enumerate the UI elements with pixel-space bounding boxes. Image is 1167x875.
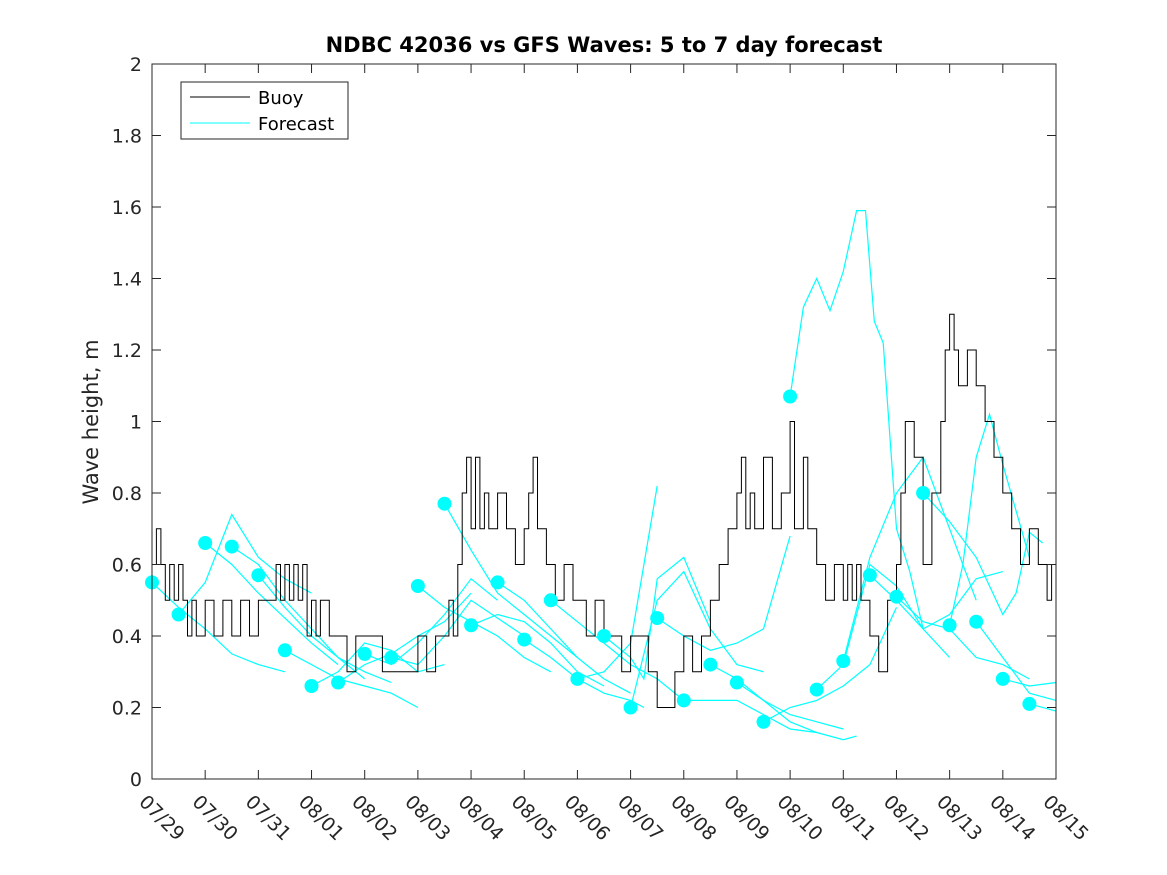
forecast-start-marker-3: [198, 536, 213, 550]
forecast-line-16: [550, 599, 685, 701]
forecast-start-marker-18: [597, 629, 611, 643]
y-tick-label: 1.2: [112, 340, 142, 362]
forecast-line-31: [949, 412, 1030, 626]
forecast-start-marker-16: [543, 593, 558, 608]
forecast-line-3: [204, 542, 339, 666]
forecast-start-marker-22: [703, 657, 718, 672]
y-axis-label: Wave height, m: [79, 339, 103, 504]
forecast-start-marker-34: [1022, 696, 1037, 711]
forecast-start-marker-11: [410, 579, 425, 593]
forecast-line-4: [231, 546, 366, 680]
forecast-start-marker-24: [756, 714, 771, 729]
forecast-start-marker-32: [969, 614, 984, 629]
forecast-start-marker-5: [251, 568, 266, 583]
forecast-start-marker-19: [623, 700, 638, 715]
forecast-start-marker-15: [517, 632, 532, 647]
forecast-start-marker-13: [464, 618, 479, 633]
y-tick-label: 1.4: [112, 269, 142, 291]
y-tick-label: 0.2: [112, 698, 142, 720]
forecast-start-marker-25: [783, 389, 798, 404]
forecast-line-20: [656, 535, 791, 651]
legend-buoy-label: Buoy: [258, 88, 304, 109]
forecast-start-marker-4: [224, 539, 239, 554]
y-tick-label: 0.6: [112, 555, 142, 577]
forecast-line-24: [763, 607, 898, 723]
forecast-line-22: [710, 664, 844, 730]
forecast-start-marker-9: [357, 646, 372, 661]
forecast-start-marker-2: [171, 607, 186, 622]
forecast-line-12: [443, 503, 578, 658]
forecast-start-marker-26: [809, 682, 824, 697]
forecast-start-marker-10: [384, 650, 399, 665]
forecast-start-marker-8: [331, 675, 346, 690]
forecast-line-1: [151, 581, 286, 673]
legend-forecast-label: Forecast: [258, 114, 334, 135]
forecast-start-marker-33: [995, 671, 1010, 686]
forecast-start-marker-6: [277, 643, 292, 658]
forecast-start-marker-29: [889, 589, 904, 604]
forecast-line-23: [736, 682, 857, 741]
forecast-line-33: [1002, 678, 1057, 687]
y-tick-label: 2: [130, 54, 142, 76]
y-tick-label: 1.8: [112, 126, 142, 148]
forecast-line-25: [789, 210, 924, 630]
y-tick-label: 0.4: [112, 626, 142, 648]
forecast-start-marker-20: [650, 611, 665, 626]
forecast-line-14: [497, 581, 631, 694]
forecast-line-29: [896, 596, 1030, 680]
forecast-line-32: [975, 621, 1057, 701]
forecast-line-7: [311, 642, 445, 687]
chart-title: NDBC 42036 vs GFS Waves: 5 to 7 day fore…: [326, 33, 883, 57]
y-tick-label: 0: [130, 769, 142, 791]
legend-box: [180, 81, 349, 140]
forecast-line-5: [257, 574, 392, 684]
forecast-start-marker-30: [916, 486, 931, 500]
y-tick-label: 0.8: [112, 483, 142, 505]
legend: Buoy Forecast: [180, 81, 349, 140]
forecast-start-marker-23: [729, 675, 744, 690]
forecast-start-marker-12: [437, 496, 452, 511]
forecast-start-marker-21: [676, 693, 691, 708]
forecast-line-6: [284, 649, 419, 709]
forecast-start-marker-31: [942, 618, 957, 633]
y-tick-label: 1.6: [112, 197, 142, 219]
forecast-start-marker-7: [304, 679, 319, 693]
forecast-start-marker-17: [570, 671, 585, 686]
forecast-start-marker-14: [490, 575, 505, 590]
forecast-start-marker-27: [836, 654, 851, 668]
y-tick-label: 1: [130, 412, 142, 434]
forecast-line-21: [683, 699, 817, 734]
forecast-start-marker-28: [862, 568, 877, 583]
buoy-line: [152, 313, 1053, 708]
forecast-line-26: [816, 563, 951, 691]
forecast-line-11: [417, 585, 552, 673]
